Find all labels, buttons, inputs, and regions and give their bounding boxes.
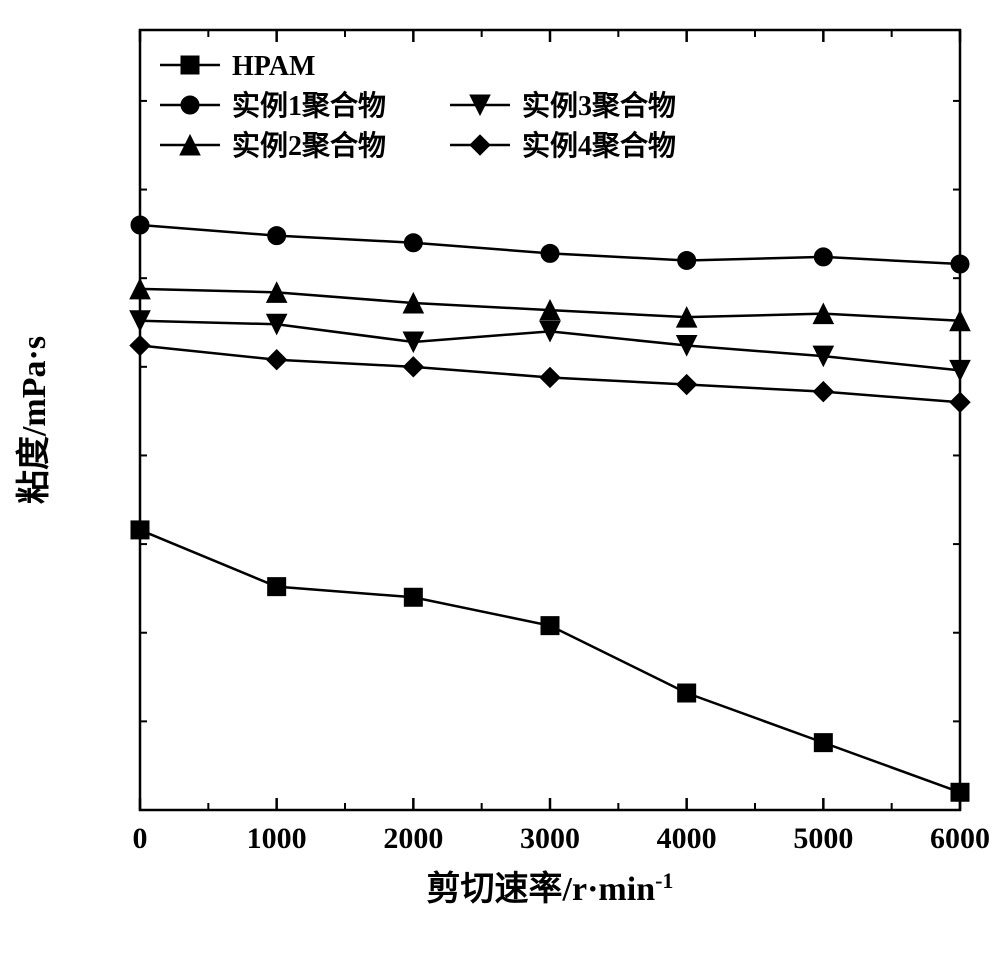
y-axis-label: 粘度/mPa·s (15, 336, 53, 504)
x-tick-label: 4000 (657, 822, 717, 855)
x-tick-label: 6000 (930, 822, 990, 855)
legend-label: 实例2聚合物 (232, 129, 386, 162)
x-tick-label: 5000 (793, 822, 853, 855)
x-tick-label: 3000 (520, 822, 580, 855)
legend-label: 实例3聚合物 (522, 89, 676, 122)
legend-label: HPAM (232, 51, 315, 82)
x-tick-label: 1000 (247, 822, 307, 855)
series-1 (131, 216, 969, 273)
viscosity-shear-chart: 0 1000 2000 3000 4000 5000 6000 剪切速率/r·min-1 粘度/… (0, 0, 1000, 955)
x-tick-label: 0 (133, 822, 148, 855)
legend: HPAM 实例1聚合物 实例3聚合物实例2聚合物 实例4聚合物 (160, 51, 676, 162)
legend-label: 实例1聚合物 (232, 89, 386, 122)
legend-label: 实例4聚合物 (522, 129, 676, 162)
x-axis-label: 剪切速率/r·min-1 (427, 868, 674, 909)
series-0 (131, 521, 969, 801)
x-tick-label: 2000 (383, 822, 443, 855)
series-4 (130, 336, 970, 413)
